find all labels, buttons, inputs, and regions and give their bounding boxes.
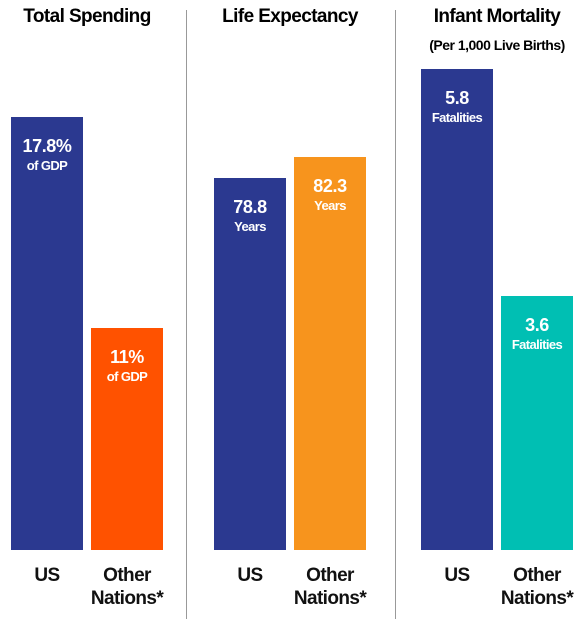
value-label: 3.6 <box>525 315 549 336</box>
chart-title: Infant Mortality <box>433 6 561 27</box>
category-label: US <box>444 565 470 586</box>
divider <box>186 10 187 619</box>
chart-title: Total Spending <box>23 6 151 27</box>
bar <box>91 327 163 550</box>
bar <box>11 117 83 550</box>
value-label: 5.8 <box>445 88 469 109</box>
bar <box>294 157 366 550</box>
unit-label: Years <box>234 219 266 235</box>
value-label: 17.8% <box>22 136 72 157</box>
category-label: Other Nations* <box>293 565 367 609</box>
value-label: 78.8 <box>233 197 267 218</box>
unit-label: of GDP <box>106 368 148 384</box>
unit-label: Fatalities <box>511 337 563 353</box>
category-label: Other Nations* <box>500 565 574 609</box>
chart-subtitle: (Per 1,000 Live Births) <box>429 37 565 53</box>
divider <box>395 10 396 619</box>
unit-label: of GDP <box>26 158 68 174</box>
bar <box>501 296 573 550</box>
bar <box>421 69 493 550</box>
value-label: 11% <box>110 346 144 367</box>
chart-title: Life Expectancy <box>222 6 358 27</box>
unit-label: Years <box>314 198 346 214</box>
value-label: 82.3 <box>313 176 347 197</box>
bar <box>214 178 286 550</box>
category-label: Other Nations* <box>90 565 164 609</box>
category-label: US <box>34 565 60 586</box>
unit-label: Fatalities <box>431 110 483 126</box>
category-label: US <box>237 565 263 586</box>
